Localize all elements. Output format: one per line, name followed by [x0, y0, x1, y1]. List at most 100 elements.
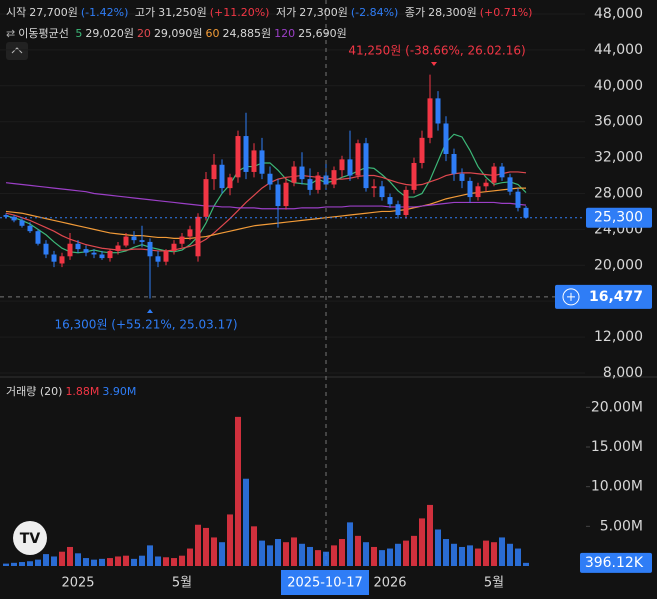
- candle-body: [3, 215, 9, 217]
- volume-bar: [507, 543, 513, 566]
- volume-bar: [475, 548, 481, 566]
- volume-bar: [451, 543, 457, 566]
- candle-body: [267, 173, 273, 185]
- y-tick-label: 44,000: [594, 42, 643, 58]
- candle-body: [419, 137, 425, 163]
- volume-bar: [211, 537, 217, 566]
- volume-bar: [59, 551, 65, 566]
- candle-body: [123, 236, 129, 246]
- volume-bar: [139, 555, 145, 566]
- volume-legend-value: 1.88M: [65, 385, 100, 398]
- candle-body: [291, 166, 297, 183]
- crosshair-price-box: [555, 284, 652, 309]
- volume-bar: [27, 561, 33, 566]
- add-alert-icon: [567, 292, 575, 301]
- y-tick-label: 32,000: [594, 150, 643, 166]
- ma-legend: ⇄ 이동평균선 5 29,020원 20 29,090원 60 24,885원 120 25,6…: [6, 25, 350, 41]
- volume-bar: [491, 542, 497, 566]
- ma-icon: ⇄: [6, 27, 16, 40]
- value: 27,300원: [299, 6, 348, 19]
- volume-bar: [75, 553, 81, 566]
- low-annotation: 16,300원 (+55.21%, 25.03.17): [54, 318, 237, 332]
- volume-bar: [267, 545, 273, 566]
- ma-legend-name: 5: [75, 27, 83, 40]
- x-tick-label: 5월: [484, 576, 504, 591]
- change: (-1.42%): [80, 6, 129, 19]
- candle-body: [483, 182, 489, 187]
- ma-line: [5, 133, 527, 254]
- x-tick-label: 5월: [172, 576, 192, 591]
- volume-bar: [179, 555, 185, 566]
- ohlc-header: 시작 27,700원 (-1.42%) 고가 31,250원 (+11.20%) 저가 2…: [6, 4, 535, 20]
- y-tick-label: 8,000: [603, 365, 643, 381]
- candle-body: [395, 204, 401, 216]
- candle-body: [467, 180, 473, 198]
- candle-body: [363, 143, 369, 189]
- logo: [13, 521, 47, 555]
- ma-legend-name: 60: [205, 27, 220, 40]
- candle-body: [283, 182, 289, 207]
- candle-body: [43, 243, 49, 255]
- collapse-button[interactable]: [6, 42, 28, 60]
- low-marker: [147, 309, 153, 313]
- candle-body: [491, 166, 497, 183]
- volume-bar: [355, 535, 361, 566]
- candle-body: [331, 170, 337, 185]
- volume-bar: [19, 562, 25, 566]
- volume-bar: [131, 558, 137, 566]
- candle-body: [387, 197, 393, 205]
- volume-bar: [243, 478, 249, 566]
- candle-body: [147, 241, 153, 257]
- candle-body: [203, 179, 209, 217]
- y-tick-label: 15.00M: [591, 439, 643, 455]
- volume-bar: [323, 551, 329, 566]
- add-alert-button[interactable]: [562, 288, 580, 306]
- y-tick-label: 12,000: [594, 329, 643, 345]
- candle-body: [27, 225, 33, 232]
- x-tick-label: 2026: [373, 576, 406, 591]
- candle-body: [475, 186, 481, 198]
- candle-body: [315, 175, 321, 190]
- candle-body: [299, 166, 305, 180]
- y-tick-label: 20.00M: [591, 399, 643, 415]
- candle-body: [19, 220, 25, 226]
- volume-bar: [187, 548, 193, 566]
- volume-bar: [523, 562, 529, 566]
- candle-body: [459, 173, 465, 181]
- candle-body: [411, 162, 417, 190]
- candle-body: [67, 243, 73, 257]
- ma-line: [5, 182, 527, 210]
- volume-bar: [259, 540, 265, 566]
- y-tick-label: 40,000: [594, 78, 643, 94]
- label: 저가: [275, 6, 297, 19]
- ma-line: [5, 171, 527, 252]
- y-tick-label: 10.00M: [591, 479, 643, 495]
- last-price-box: [586, 207, 652, 228]
- candle-body: [515, 191, 521, 208]
- candle-body: [139, 240, 145, 242]
- change: (+11.20%): [209, 6, 270, 19]
- volume-bar: [483, 540, 489, 566]
- candle-body: [427, 98, 433, 138]
- candle-body: [235, 136, 241, 178]
- volume-bar: [99, 558, 105, 566]
- ma-legend-value: 25,690원: [298, 27, 347, 40]
- candle-body: [11, 216, 17, 221]
- volume-bar: [147, 545, 153, 566]
- volume-bar: [43, 554, 49, 566]
- ma-title: 이동평균선: [18, 27, 69, 40]
- value: 27,700원: [29, 6, 78, 19]
- volume-bar: [467, 545, 473, 566]
- collapse-icon: [11, 47, 23, 54]
- volume-bar: [163, 557, 169, 566]
- y-tick-label: 48,000: [594, 6, 643, 22]
- crosshair-date-label: 2025-10-17: [287, 576, 363, 591]
- candle-body: [83, 249, 89, 253]
- label: 고가: [134, 6, 156, 19]
- volume-bar: [395, 543, 401, 566]
- volume-legend: 거래량 (20) 1.88M 3.90M: [6, 383, 139, 399]
- logo-mark: TV: [20, 531, 41, 547]
- volume-bar: [515, 548, 521, 566]
- candle-body: [75, 243, 81, 250]
